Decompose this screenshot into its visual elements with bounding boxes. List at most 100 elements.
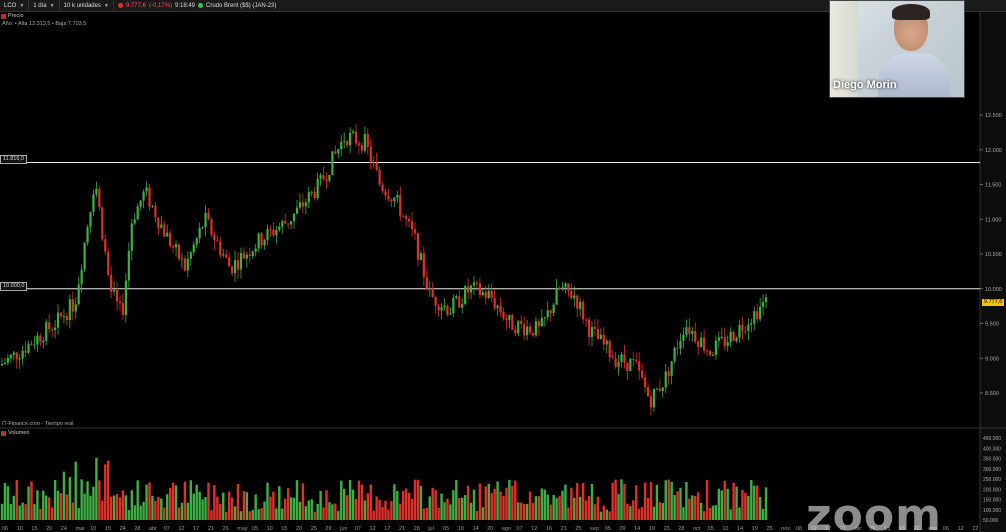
candle-body [534,321,538,336]
volume-tick-label: 200.000 [983,487,1001,493]
volume-bar [180,502,184,520]
volume-bar [446,498,449,520]
candle-body [493,297,496,308]
candle-body [505,318,508,321]
x-tick-label: 20 [487,526,493,532]
volume-bar [289,497,293,520]
volume-bar [452,490,455,520]
y-tick-label: 10.000 [985,287,1002,293]
volume-bar [325,490,328,520]
candle-body [484,291,487,298]
volume-bar [646,498,650,520]
webcam-background [830,1,858,97]
candle-body [366,133,369,147]
volume-bar [387,509,390,520]
x-tick-label: 21 [561,526,567,532]
x-tick-label: 17 [193,526,199,532]
candle-body [251,251,254,256]
volume-bar [543,489,546,520]
candle-body [3,362,7,364]
volume-bar [363,500,367,520]
period-selector[interactable]: 1 día ▼ [29,0,60,12]
candle-body [387,195,390,200]
candle-body [48,322,51,330]
candle-body [357,143,361,146]
volume-bar [537,496,541,520]
candle-body [759,306,762,320]
candle-body [576,295,579,309]
volume-bar [667,479,670,520]
volume-bar [593,504,597,520]
volume-tick-label: 250.000 [983,477,1001,483]
volume-bar [130,490,133,520]
volume-bar [151,495,154,520]
candle-body [756,311,759,320]
x-tick-label: 07 [517,526,523,532]
x-tick-label: 14 [634,526,640,532]
hline-lower-tag[interactable]: 10.000,0 [0,282,28,291]
candle-body [207,212,210,220]
candle-body [611,357,614,359]
volume-bar [354,499,358,520]
x-tick-label: jul [427,526,434,532]
candle-body [272,229,275,236]
volume-bar [440,493,443,520]
candle-body [691,330,694,334]
volume-bar [33,504,36,520]
volume-bar [744,492,747,520]
volume-bar [124,495,128,520]
volume-bar [726,488,729,520]
x-tick-label: 07 [355,526,361,532]
candle-body [295,207,299,214]
x-tick-label: 05 [708,526,714,532]
volume-bar [328,502,331,520]
candle-body [151,205,154,207]
volume-bar [0,503,4,520]
volume-bar [643,482,647,520]
candle-body [39,335,42,342]
price-pane-label: Precio [1,13,24,19]
candle-body [124,280,127,315]
candle-body [472,282,476,286]
x-tick-label: 12 [811,526,817,532]
volume-bar [461,497,464,520]
volume-bar [30,481,33,520]
y-tick-label: 12.000 [985,148,1002,154]
volume-bar [109,496,113,520]
symbol-selector[interactable]: LCO ▼ [0,0,30,12]
candle-body [499,305,502,313]
candle-body [266,229,269,241]
candle-body [732,331,735,341]
volume-bar [192,493,195,520]
hline-upper-tag[interactable]: 11.816,0 [0,155,28,164]
candle-body [307,192,310,203]
chart-area[interactable]: 12.500 12.000 11.500 11.000 10.500 10.000 9.50… [0,12,1006,532]
candle-body [490,290,493,298]
candle-body [599,334,602,340]
candlestick-chart[interactable]: 12.500 12.000 11.500 11.000 10.500 10.000 9.50… [0,12,1006,532]
x-tick-label: 10 [90,526,96,532]
candle-body [228,257,231,267]
candle-body [233,260,237,274]
down-dot-icon [117,3,123,8]
candle-body [51,329,54,331]
candle-body [475,282,479,284]
volume-bar [416,479,420,520]
candle-body [95,188,98,195]
volume-bar [236,483,240,520]
volume-bar [632,500,635,520]
volume-bar [56,490,60,520]
candle-body [322,175,325,180]
volume-bar [331,504,334,520]
x-tick-label: 29 [325,526,331,532]
candle-body [626,362,629,372]
candle-body [0,363,4,366]
candle-body [723,337,726,347]
candle-body [24,350,27,353]
x-tick-label: abr [149,526,157,532]
units-selector[interactable]: 10 k unidades ▼ [60,0,114,12]
candle-body [42,340,45,342]
x-tick-label: 06 [2,526,8,532]
candle-body [711,354,715,356]
candle-body [45,322,48,341]
